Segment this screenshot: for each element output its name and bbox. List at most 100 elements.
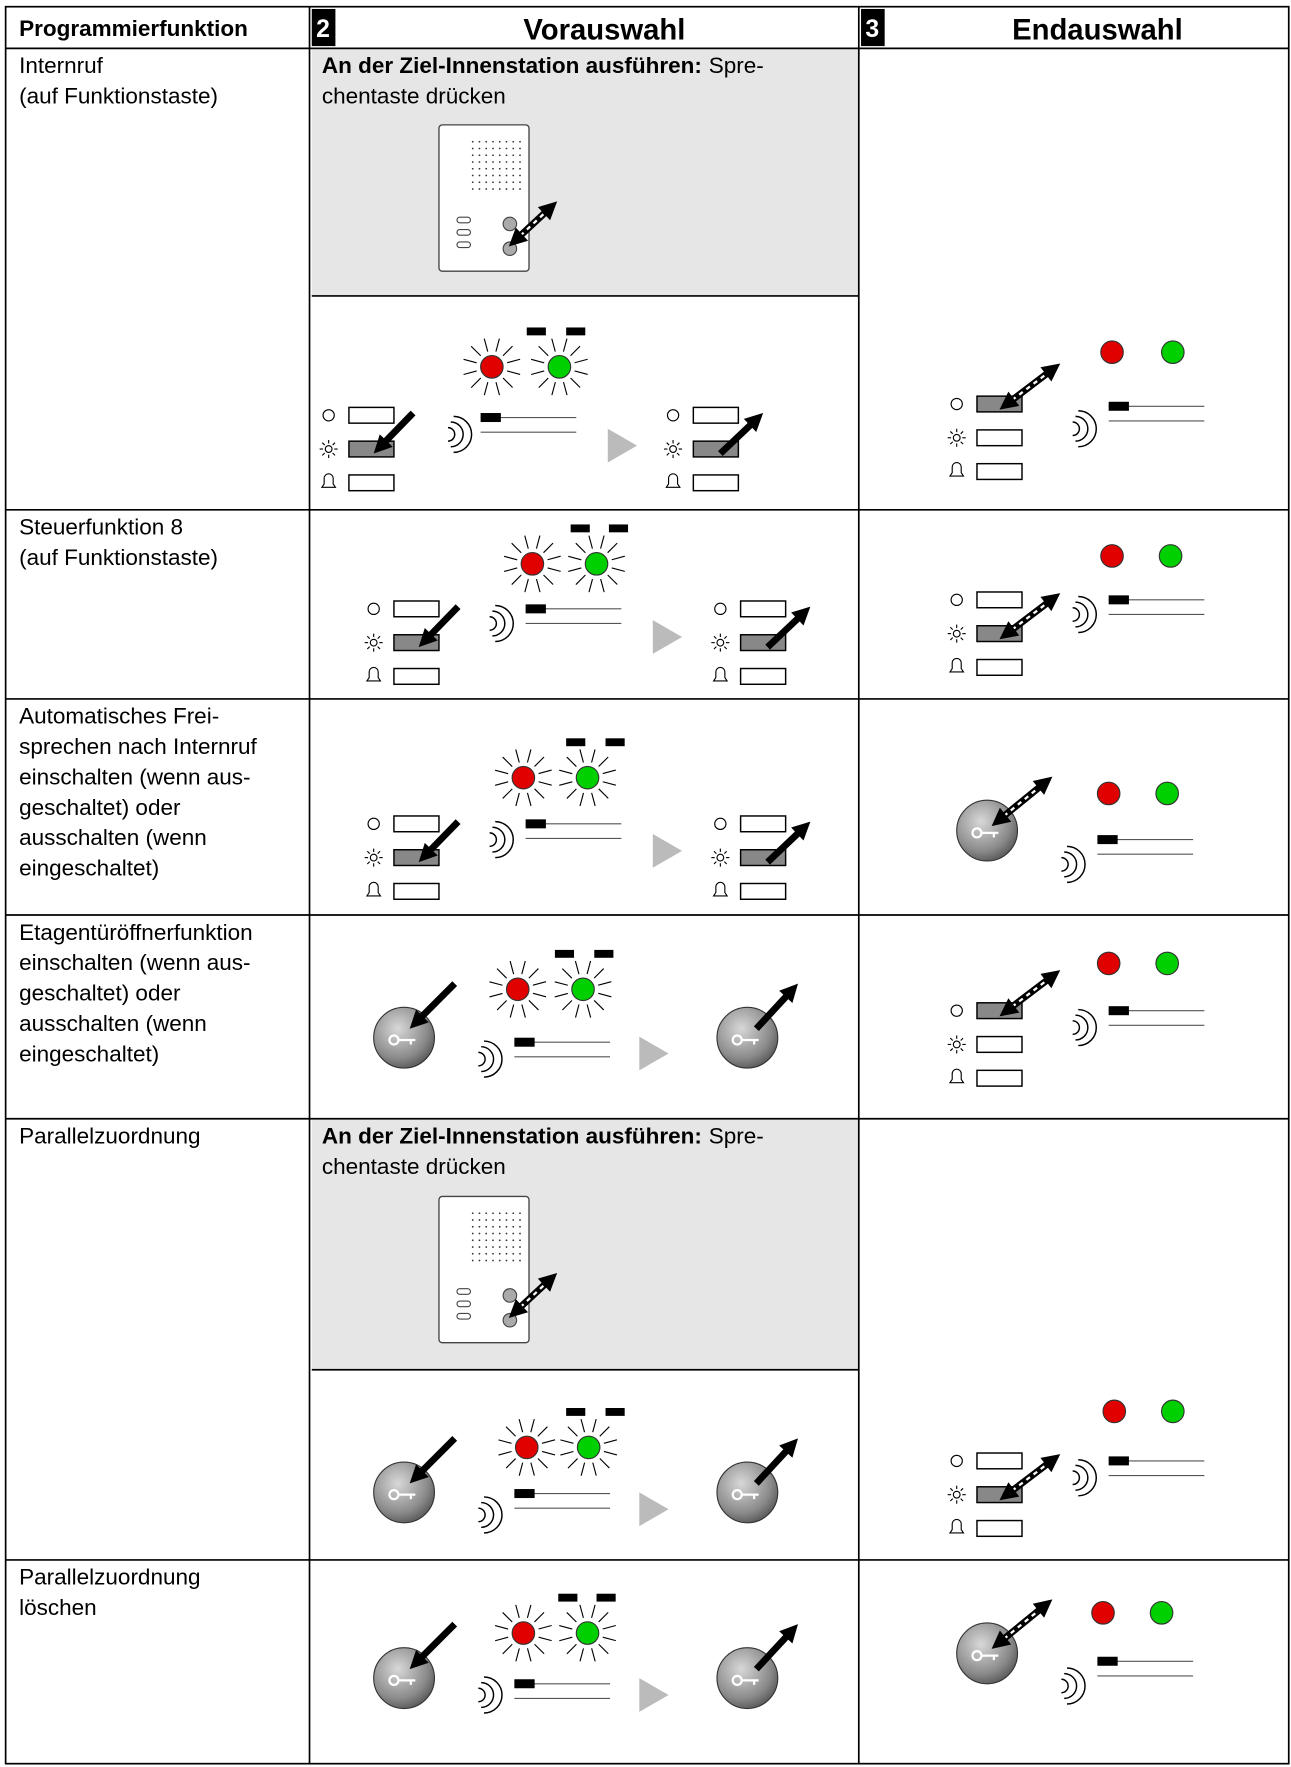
speaker-dot bbox=[492, 188, 494, 190]
led bbox=[576, 1435, 601, 1460]
instruction: chentaste drücken bbox=[322, 83, 506, 108]
led-ray bbox=[543, 542, 554, 554]
speaker-dot bbox=[485, 174, 488, 177]
speaker-dot bbox=[471, 188, 474, 190]
speaker-dot bbox=[498, 147, 501, 150]
icon-sun-ray bbox=[960, 626, 964, 631]
arrow-head bbox=[743, 413, 764, 432]
function-label: löschen bbox=[19, 1595, 97, 1620]
speaker-dot bbox=[519, 161, 521, 163]
next-step bbox=[639, 1678, 669, 1712]
arrow-shaft bbox=[425, 819, 461, 855]
led bbox=[520, 552, 545, 576]
led-ray bbox=[599, 1458, 610, 1469]
speaker-dot bbox=[505, 188, 508, 190]
led-ray bbox=[518, 1418, 524, 1433]
speaker-dot bbox=[505, 1246, 508, 1248]
speaker-dot bbox=[492, 1246, 494, 1248]
led-bar bbox=[526, 327, 546, 336]
speaker-dot bbox=[478, 188, 481, 190]
key-icon bbox=[741, 1679, 759, 1685]
icon-sun-ray bbox=[723, 635, 728, 640]
speaker-dot bbox=[519, 174, 521, 177]
slider-knob bbox=[1097, 835, 1118, 845]
arrow-head bbox=[779, 1438, 799, 1458]
led-ray bbox=[530, 1462, 535, 1476]
led bbox=[575, 1621, 600, 1645]
led-ray bbox=[518, 1462, 524, 1476]
arrow-head bbox=[409, 1009, 429, 1029]
icon-sun-ray bbox=[949, 1037, 954, 1041]
radio-wave bbox=[1072, 607, 1081, 622]
arrow-head bbox=[999, 998, 1020, 1017]
speaker-dot bbox=[519, 1259, 521, 1262]
speaker-dot bbox=[485, 1259, 488, 1262]
speaker-dot bbox=[505, 181, 508, 184]
radio-wave bbox=[1064, 1672, 1078, 1700]
led bbox=[1160, 1399, 1185, 1424]
speaker-dot bbox=[478, 1232, 481, 1235]
led bbox=[480, 355, 504, 379]
key-icon bbox=[398, 1493, 416, 1500]
speaker-dot bbox=[492, 1225, 494, 1228]
led-ray bbox=[579, 749, 584, 763]
speaker-dot bbox=[478, 1225, 481, 1228]
slider-knob bbox=[1097, 1656, 1118, 1666]
function-label: ausschalten (wenn bbox=[19, 1011, 207, 1036]
led bbox=[1100, 544, 1124, 568]
arrow-dash bbox=[1011, 601, 1049, 631]
led-ray bbox=[511, 574, 522, 585]
icon-sun-ray bbox=[723, 850, 728, 855]
button bbox=[976, 1035, 1023, 1054]
led-ray bbox=[502, 788, 513, 799]
speaker-dot bbox=[498, 174, 501, 177]
led-bar bbox=[608, 524, 629, 533]
arrow bbox=[418, 604, 461, 648]
icon-sun-ray bbox=[949, 431, 954, 435]
led-ray bbox=[603, 1439, 618, 1444]
button bbox=[692, 474, 740, 492]
speaker-dot bbox=[512, 161, 515, 163]
speaker-dot bbox=[471, 140, 474, 143]
radio-wave bbox=[495, 820, 514, 859]
arrow-head bbox=[1032, 776, 1053, 795]
speaker-dot bbox=[498, 188, 501, 190]
led-ray bbox=[559, 1636, 573, 1642]
icon-sun-ray bbox=[960, 1498, 964, 1502]
led-ray bbox=[574, 960, 580, 975]
speaker-dot bbox=[471, 1246, 474, 1248]
icon-sun-ray bbox=[723, 646, 728, 650]
table-border bbox=[4, 5, 1290, 1765]
next-step bbox=[639, 1036, 669, 1071]
function-label: geschaltet) oder bbox=[19, 981, 181, 1006]
speaker-dot bbox=[519, 1219, 521, 1221]
function-label: Automatisches Frei- bbox=[19, 704, 219, 729]
led-ray bbox=[554, 992, 568, 998]
radio-wave bbox=[447, 426, 456, 442]
speaker-dot bbox=[471, 1239, 474, 1242]
speaker-dot bbox=[498, 1232, 501, 1235]
radio-wave bbox=[1075, 415, 1089, 442]
led-ray bbox=[502, 1643, 513, 1655]
slider-knob bbox=[525, 604, 546, 614]
instruction-text: Spre- bbox=[709, 53, 764, 78]
led-ray bbox=[592, 1418, 597, 1433]
led-ray bbox=[530, 358, 545, 364]
radio-wave bbox=[1078, 1008, 1098, 1047]
arrow-head bbox=[418, 842, 438, 863]
led-ray bbox=[543, 574, 554, 585]
intercom-key bbox=[456, 1300, 472, 1308]
led-ray bbox=[502, 345, 513, 357]
instruction-bold: An der Ziel-Innenstation ausführen: bbox=[322, 1124, 702, 1149]
radio-wave bbox=[1078, 1459, 1098, 1497]
speaker-dot bbox=[512, 1219, 515, 1221]
led-bar bbox=[558, 1593, 578, 1602]
icon-sun bbox=[952, 433, 961, 442]
arrow bbox=[991, 776, 1053, 827]
led-ray bbox=[562, 338, 568, 352]
led-ray bbox=[575, 574, 586, 585]
led-ray bbox=[600, 578, 605, 593]
icon-sun-ray bbox=[960, 1048, 964, 1052]
speaker-dot bbox=[512, 181, 515, 184]
